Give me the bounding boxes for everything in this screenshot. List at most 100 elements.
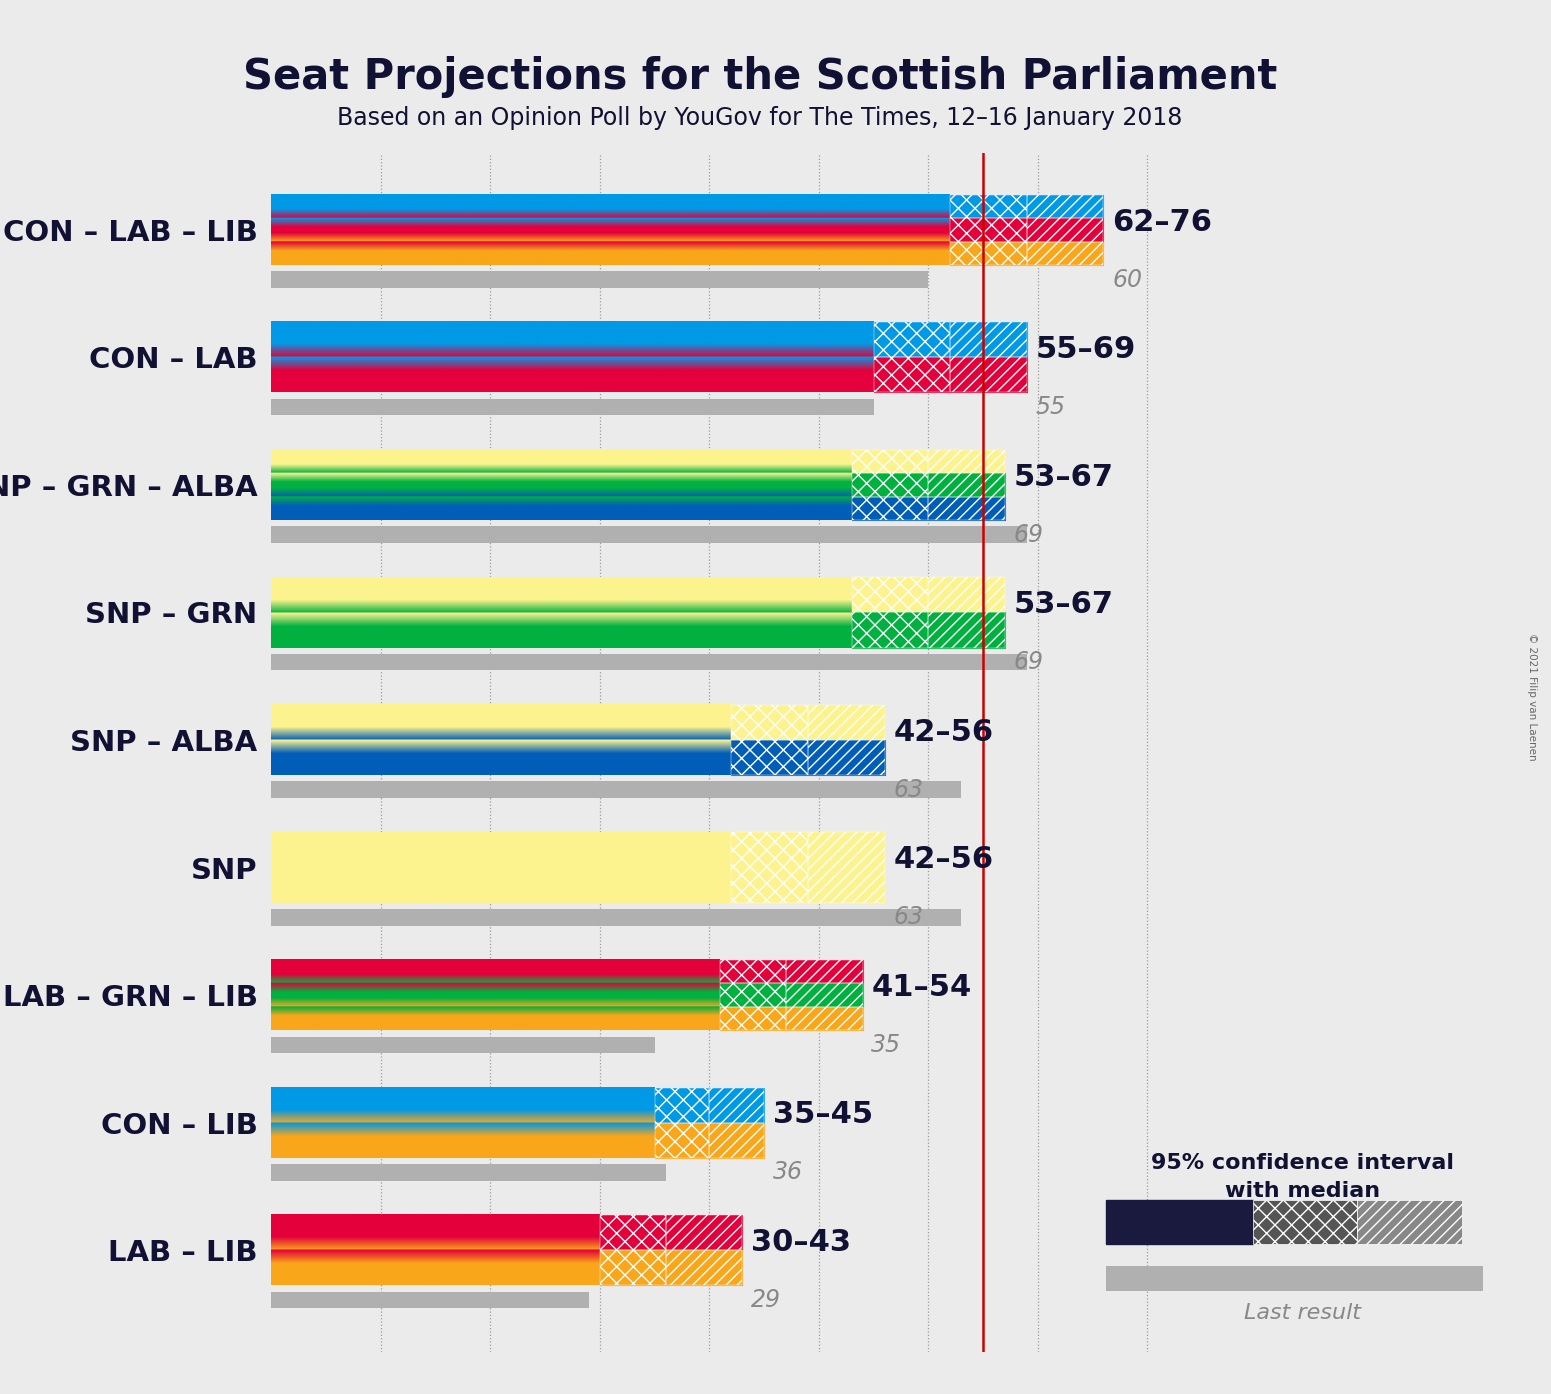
- Bar: [929, 450, 1005, 473]
- Bar: [271, 909, 962, 926]
- Bar: [665, 1250, 743, 1285]
- Bar: [655, 1122, 709, 1157]
- Bar: [709, 1087, 765, 1122]
- Bar: [808, 705, 884, 740]
- Bar: [786, 960, 862, 983]
- Bar: [786, 960, 862, 983]
- Bar: [600, 1250, 665, 1285]
- Bar: [851, 612, 929, 648]
- Bar: [720, 1006, 786, 1030]
- Bar: [851, 473, 929, 496]
- Bar: [665, 1216, 743, 1250]
- Bar: [1357, 1200, 1463, 1243]
- Bar: [951, 357, 1027, 393]
- Bar: [951, 219, 1027, 241]
- Bar: [873, 322, 951, 357]
- Text: 42–56: 42–56: [893, 718, 993, 747]
- Bar: [600, 1216, 665, 1250]
- Bar: [271, 272, 929, 289]
- Text: 69: 69: [1014, 523, 1044, 546]
- Bar: [851, 450, 929, 473]
- Bar: [1027, 219, 1103, 241]
- Text: 36: 36: [772, 1160, 803, 1185]
- Bar: [655, 1087, 709, 1122]
- Bar: [873, 357, 951, 393]
- Bar: [271, 1164, 665, 1181]
- Bar: [951, 322, 1027, 357]
- Bar: [271, 654, 1027, 671]
- Bar: [929, 577, 1005, 612]
- Bar: [851, 577, 929, 612]
- Bar: [1027, 219, 1103, 241]
- Bar: [665, 1216, 743, 1250]
- Text: 42–56: 42–56: [893, 845, 993, 874]
- Bar: [808, 740, 884, 775]
- Bar: [271, 527, 1027, 542]
- Text: Last result: Last result: [1244, 1303, 1362, 1323]
- Text: 69: 69: [1014, 650, 1044, 675]
- Bar: [1253, 1200, 1357, 1243]
- Bar: [271, 1292, 589, 1308]
- Bar: [731, 832, 808, 902]
- Bar: [655, 1122, 709, 1157]
- Bar: [709, 1087, 765, 1122]
- Bar: [951, 241, 1027, 265]
- Bar: [271, 1037, 655, 1052]
- Bar: [929, 577, 1005, 612]
- Bar: [873, 357, 951, 393]
- Bar: [951, 241, 1027, 265]
- Bar: [709, 1122, 765, 1157]
- Bar: [720, 960, 786, 983]
- Bar: [808, 705, 884, 740]
- Bar: [665, 1250, 743, 1285]
- Text: 53–67: 53–67: [1014, 590, 1114, 619]
- Bar: [786, 1006, 862, 1030]
- Bar: [1106, 1200, 1253, 1243]
- Bar: [1106, 1266, 1483, 1291]
- Text: Based on an Opinion Poll by YouGov for The Times, 12–16 January 2018: Based on an Opinion Poll by YouGov for T…: [337, 106, 1183, 131]
- Text: © 2021 Filip van Laenen: © 2021 Filip van Laenen: [1528, 633, 1537, 761]
- Bar: [1027, 241, 1103, 265]
- Bar: [929, 496, 1005, 520]
- Bar: [731, 705, 808, 740]
- Bar: [600, 1216, 665, 1250]
- Bar: [851, 496, 929, 520]
- Bar: [951, 322, 1027, 357]
- Text: Seat Projections for the Scottish Parliament: Seat Projections for the Scottish Parlia…: [244, 56, 1276, 98]
- Bar: [951, 195, 1027, 219]
- Bar: [720, 983, 786, 1006]
- Text: 29: 29: [751, 1288, 782, 1312]
- Bar: [271, 399, 873, 415]
- Bar: [1027, 195, 1103, 219]
- Bar: [808, 832, 884, 902]
- Bar: [851, 496, 929, 520]
- Text: 35–45: 35–45: [772, 1100, 873, 1129]
- Text: 55: 55: [1036, 395, 1066, 420]
- Bar: [720, 983, 786, 1006]
- Bar: [709, 1122, 765, 1157]
- Text: 62–76: 62–76: [1112, 208, 1213, 237]
- Bar: [731, 740, 808, 775]
- Text: 35: 35: [872, 1033, 901, 1057]
- Bar: [786, 983, 862, 1006]
- Bar: [808, 740, 884, 775]
- Bar: [786, 983, 862, 1006]
- Bar: [951, 195, 1027, 219]
- Bar: [1027, 195, 1103, 219]
- Bar: [951, 219, 1027, 241]
- Bar: [929, 612, 1005, 648]
- Bar: [808, 832, 884, 902]
- Bar: [271, 782, 962, 797]
- Bar: [731, 705, 808, 740]
- Bar: [851, 577, 929, 612]
- Bar: [851, 612, 929, 648]
- Bar: [851, 450, 929, 473]
- Text: 41–54: 41–54: [872, 973, 971, 1002]
- Text: 30–43: 30–43: [751, 1228, 851, 1257]
- Bar: [851, 473, 929, 496]
- Text: 60: 60: [1112, 268, 1142, 291]
- Bar: [873, 322, 951, 357]
- Text: 53–67: 53–67: [1014, 463, 1114, 492]
- Bar: [951, 357, 1027, 393]
- Bar: [929, 612, 1005, 648]
